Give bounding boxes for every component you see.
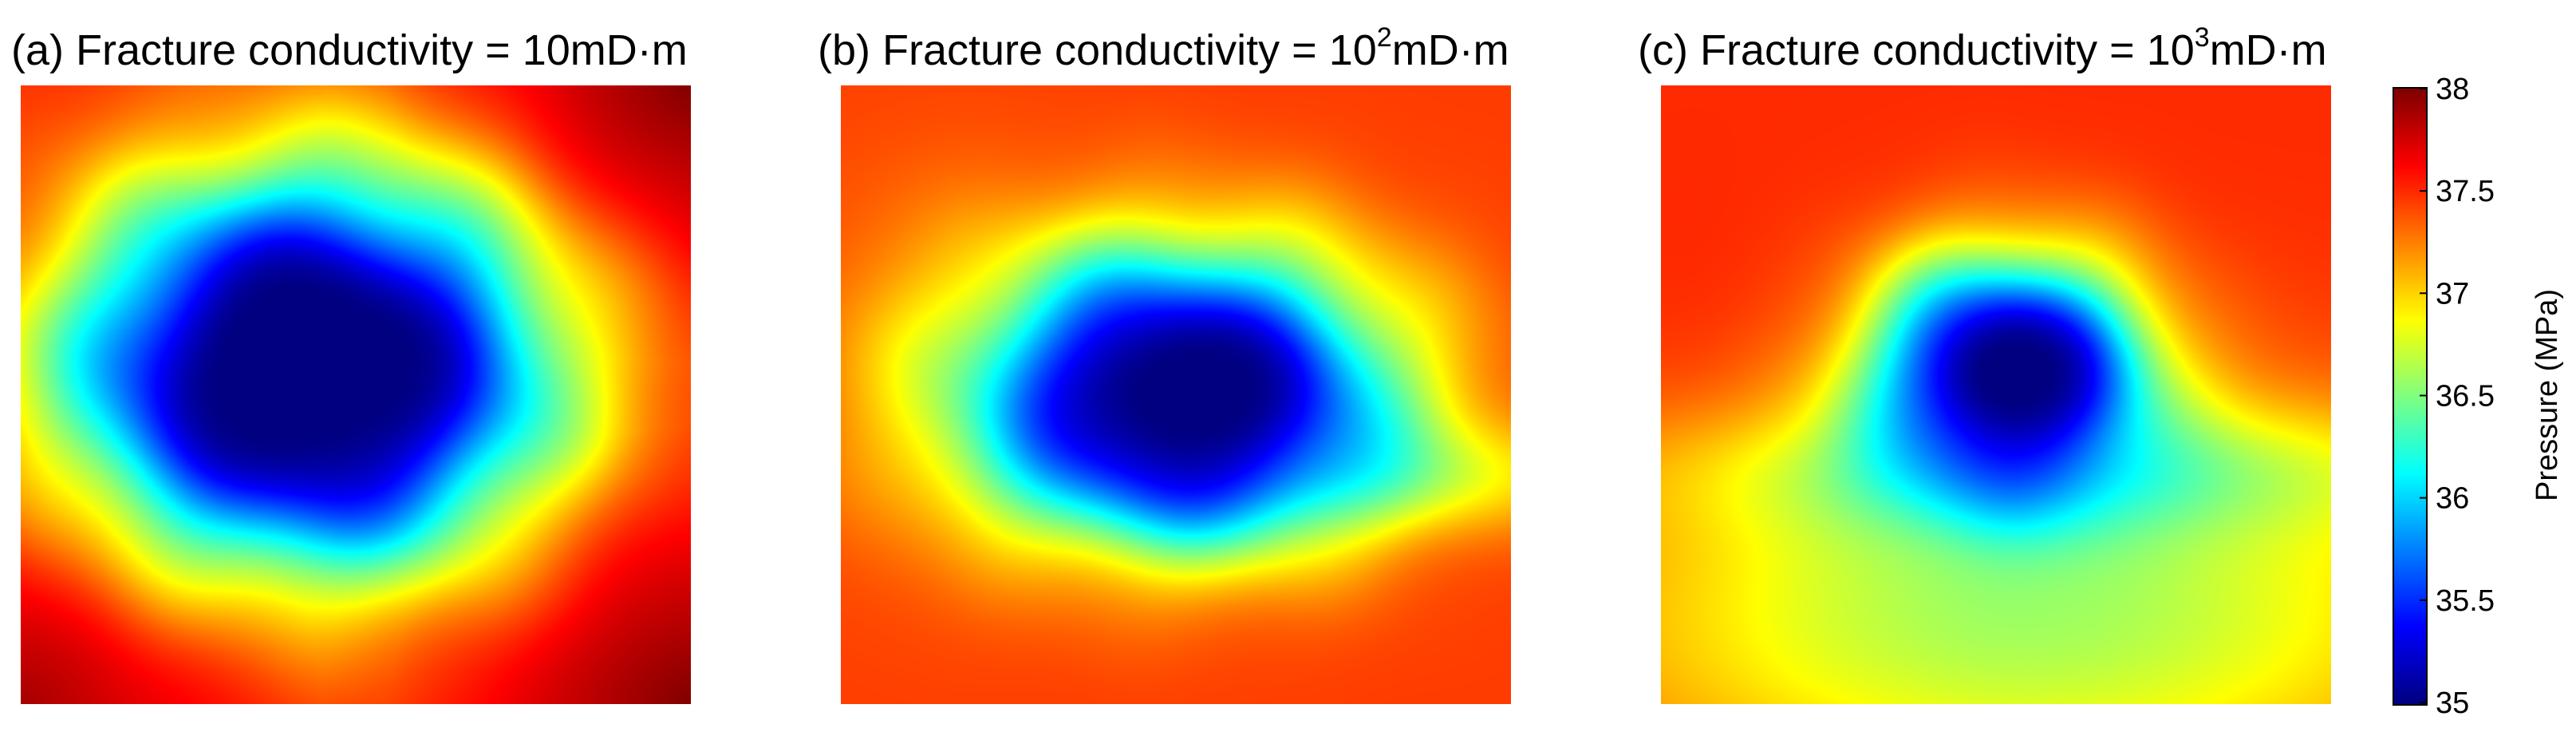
panel-b-title: (b) Fracture conductivity = 102mD·m <box>818 24 1509 74</box>
colorbar-label: Pressure (MPa) <box>2531 289 2564 501</box>
panel-a-title-text: (a) Fracture conductivity = 10 <box>11 26 570 74</box>
panel-a-title-unit: mD·m <box>570 26 688 74</box>
panel-b-title-exponent: 2 <box>1376 22 1392 53</box>
colorbar-tick-label: 35.5 <box>2436 584 2495 618</box>
pressure-heatmap-a <box>21 85 691 704</box>
colorbar-tick-label: 36.5 <box>2436 380 2495 414</box>
panel-c-title-text: (c) Fracture conductivity = 10 <box>1638 26 2195 74</box>
panel-b-title-unit: mD·m <box>1391 26 1509 74</box>
colorbar-tick-label: 35 <box>2436 687 2469 720</box>
panel-c-title-exponent: 3 <box>2194 22 2210 53</box>
pressure-heatmap-c <box>1661 85 2331 704</box>
colorbar-tick-label: 38 <box>2436 73 2469 106</box>
panel-b-title-text: (b) Fracture conductivity = 10 <box>818 26 1377 74</box>
colorbar-tick-label: 36 <box>2436 482 2469 516</box>
colorbar-tick-label: 37.5 <box>2436 175 2495 208</box>
pressure-heatmap-b <box>841 85 1511 704</box>
colorbar-tick-label: 37 <box>2436 277 2469 311</box>
panel-a-title: (a) Fracture conductivity = 10mD·m <box>11 29 688 72</box>
panel-c-title-unit: mD·m <box>2209 26 2327 74</box>
panel-c-title: (c) Fracture conductivity = 103mD·m <box>1638 24 2327 74</box>
